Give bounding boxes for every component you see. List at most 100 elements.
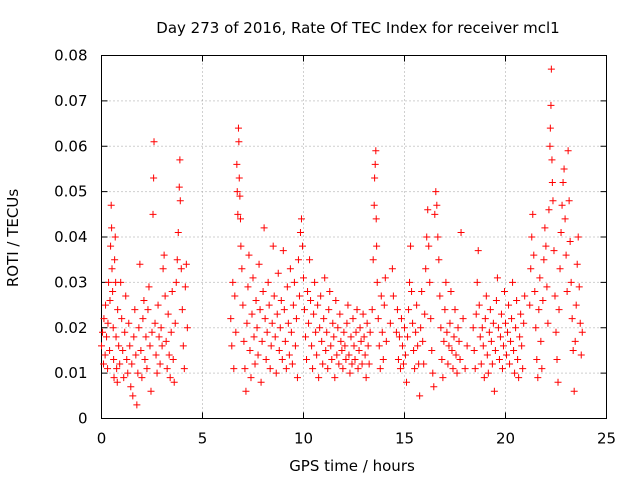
data-point bbox=[527, 265, 535, 273]
data-point bbox=[510, 346, 518, 354]
data-point bbox=[124, 369, 132, 377]
data-point bbox=[258, 337, 266, 345]
data-point bbox=[343, 319, 351, 327]
data-point bbox=[141, 356, 149, 364]
data-point bbox=[266, 365, 274, 373]
data-point bbox=[140, 297, 148, 305]
data-point bbox=[528, 233, 536, 241]
data-point bbox=[377, 292, 385, 300]
data-point bbox=[262, 356, 270, 364]
data-point bbox=[253, 324, 261, 332]
data-point bbox=[127, 383, 135, 391]
data-point bbox=[326, 287, 334, 295]
data-point bbox=[410, 346, 418, 354]
data-point bbox=[260, 224, 268, 232]
data-point bbox=[519, 365, 527, 373]
data-point bbox=[256, 306, 264, 314]
data-point bbox=[243, 319, 251, 327]
data-point bbox=[345, 351, 353, 359]
data-point bbox=[368, 306, 376, 314]
data-point bbox=[395, 333, 403, 341]
data-point bbox=[565, 197, 573, 205]
data-point bbox=[548, 156, 556, 164]
data-point bbox=[152, 351, 160, 359]
data-point bbox=[439, 374, 447, 382]
data-point bbox=[475, 301, 483, 309]
data-point bbox=[311, 278, 319, 286]
data-point bbox=[454, 324, 462, 332]
data-point bbox=[517, 310, 525, 318]
data-point bbox=[337, 337, 345, 345]
data-point bbox=[327, 342, 335, 350]
data-point bbox=[431, 210, 439, 218]
data-point bbox=[514, 356, 522, 364]
data-point bbox=[296, 228, 304, 236]
data-point bbox=[315, 374, 323, 382]
data-point bbox=[234, 210, 242, 218]
data-point bbox=[371, 174, 379, 182]
data-point bbox=[145, 283, 153, 291]
y-tick-label: 0.05 bbox=[54, 183, 87, 201]
data-point bbox=[453, 369, 461, 377]
data-point bbox=[529, 210, 537, 218]
data-point bbox=[478, 324, 486, 332]
data-point bbox=[176, 156, 184, 164]
data-point bbox=[508, 315, 516, 323]
data-point bbox=[111, 256, 119, 264]
data-point bbox=[178, 306, 186, 314]
x-tick-label: 5 bbox=[198, 430, 208, 448]
data-point bbox=[546, 142, 554, 150]
data-point bbox=[398, 342, 406, 350]
data-point bbox=[440, 337, 448, 345]
data-point bbox=[344, 301, 352, 309]
data-point bbox=[487, 337, 495, 345]
data-point bbox=[106, 297, 114, 305]
data-point bbox=[177, 265, 185, 273]
data-point bbox=[293, 374, 301, 382]
data-point bbox=[240, 337, 248, 345]
data-point bbox=[456, 356, 464, 364]
data-point bbox=[479, 342, 487, 350]
data-point bbox=[328, 356, 336, 364]
data-point bbox=[551, 292, 559, 300]
data-point bbox=[349, 315, 357, 323]
data-point bbox=[160, 251, 168, 259]
data-point bbox=[310, 310, 318, 318]
data-point bbox=[232, 328, 240, 336]
data-point bbox=[265, 301, 273, 309]
data-point bbox=[492, 297, 500, 305]
data-point bbox=[404, 333, 412, 341]
data-point bbox=[297, 215, 305, 223]
data-point bbox=[153, 369, 161, 377]
y-tick-label: 0.06 bbox=[54, 137, 87, 155]
data-point bbox=[347, 333, 355, 341]
data-point bbox=[369, 256, 377, 264]
data-point bbox=[108, 265, 116, 273]
data-point bbox=[426, 278, 434, 286]
data-point bbox=[359, 310, 367, 318]
data-point bbox=[135, 324, 143, 332]
data-point bbox=[346, 369, 354, 377]
data-point bbox=[348, 360, 356, 368]
data-point bbox=[474, 247, 482, 255]
data-point bbox=[452, 351, 460, 359]
data-point bbox=[538, 365, 546, 373]
data-point bbox=[339, 365, 347, 373]
data-point bbox=[436, 292, 444, 300]
data-point bbox=[411, 365, 419, 373]
data-point bbox=[438, 356, 446, 364]
data-point bbox=[563, 287, 571, 295]
data-point bbox=[576, 319, 584, 327]
data-point bbox=[107, 242, 115, 250]
data-point bbox=[103, 333, 111, 341]
data-point bbox=[167, 328, 175, 336]
data-point bbox=[272, 369, 280, 377]
data-point bbox=[227, 315, 235, 323]
data-point bbox=[280, 306, 288, 314]
data-point bbox=[330, 333, 338, 341]
data-point bbox=[282, 365, 290, 373]
data-point bbox=[267, 342, 275, 350]
data-point bbox=[444, 360, 452, 368]
data-point bbox=[111, 233, 119, 241]
